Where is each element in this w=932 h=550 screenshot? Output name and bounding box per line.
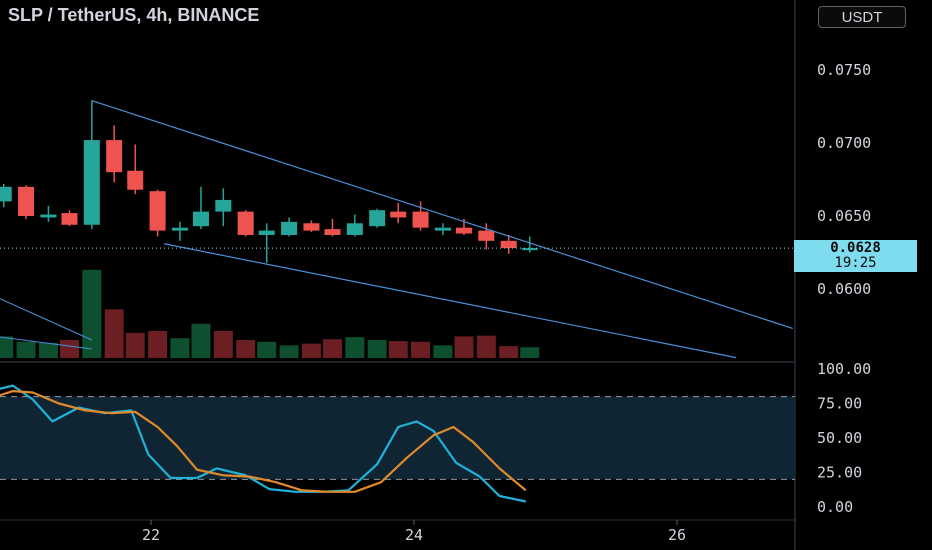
volume-trendline: [0, 298, 93, 341]
volume-bar: [476, 335, 496, 358]
price-tick-label: 0.0600: [817, 280, 871, 298]
volume-bar: [0, 336, 14, 358]
volume-bar: [16, 341, 36, 358]
volume-bar: [82, 269, 102, 358]
volume-bar: [345, 337, 365, 358]
candle-body: [215, 199, 232, 212]
candle-body: [192, 211, 209, 227]
candle-body: [346, 223, 363, 235]
bar-countdown: 19:25: [834, 255, 877, 271]
volume-bar: [236, 340, 256, 358]
stoch-tick-label: 25.00: [817, 464, 862, 482]
volume-trendline: [0, 336, 92, 350]
candle-body: [149, 191, 166, 231]
volume-bar: [38, 342, 58, 358]
candle-body: [478, 230, 495, 241]
candle-body: [455, 227, 472, 234]
volume-bar: [301, 343, 321, 358]
trendline: [91, 100, 793, 329]
stoch-d-line: [0, 390, 527, 493]
candle-body: [500, 240, 517, 249]
candle-body: [171, 227, 188, 231]
candle-body: [40, 214, 57, 218]
trendline: [164, 243, 737, 359]
candle-body: [18, 186, 35, 216]
volume-bar: [367, 340, 387, 358]
volume-bar: [257, 341, 277, 358]
date-tick-label: 24: [405, 526, 423, 544]
price-tick-label: 0.0650: [817, 207, 871, 225]
candle-body: [237, 211, 254, 235]
price-tick-label: 0.0750: [817, 61, 871, 79]
last-price-label: 0.0628 19:25: [794, 240, 917, 272]
volume-bar: [411, 341, 431, 358]
volume-bar: [433, 345, 453, 358]
volume-bar: [104, 309, 124, 358]
stoch-tick-label: 50.00: [817, 429, 862, 447]
stoch-tick-label: 75.00: [817, 395, 862, 413]
volume-bar: [148, 331, 168, 358]
volume-bar: [454, 336, 474, 358]
candle-body: [412, 211, 429, 228]
currency-button[interactable]: USDT: [818, 6, 906, 28]
volume-bar: [322, 339, 342, 358]
candle-body: [83, 140, 100, 225]
stoch-tick-label: 100.00: [817, 360, 871, 378]
stoch-tick-label: 0.00: [817, 498, 853, 516]
volume-bar: [170, 338, 190, 358]
candle-body: [0, 186, 12, 202]
candle-body: [521, 248, 538, 251]
volume-bar: [125, 332, 145, 358]
candle-body: [324, 229, 341, 235]
volume-bar: [213, 331, 233, 358]
last-price-value: 0.0628: [830, 240, 881, 256]
volume-bar: [191, 323, 211, 358]
volume-bar: [388, 341, 408, 358]
date-tick-label: 26: [668, 526, 686, 544]
volume-bar: [499, 346, 519, 358]
candle-body: [61, 213, 78, 225]
candle-body: [281, 221, 298, 235]
candle-body: [258, 230, 275, 235]
date-tick-label: 22: [142, 526, 160, 544]
candle-body: [434, 227, 451, 231]
candle-body: [106, 140, 123, 173]
candle-body: [390, 211, 407, 218]
volume-bar: [59, 340, 79, 358]
candle-body: [369, 210, 386, 227]
volume-bar: [279, 345, 299, 358]
candle-body: [127, 170, 144, 190]
candle-body: [303, 223, 320, 231]
stoch-k-line: [0, 384, 527, 503]
volume-bar: [520, 347, 540, 358]
price-tick-label: 0.0700: [817, 134, 871, 152]
chart-title: SLP / TetherUS, 4h, BINANCE: [8, 5, 260, 25]
